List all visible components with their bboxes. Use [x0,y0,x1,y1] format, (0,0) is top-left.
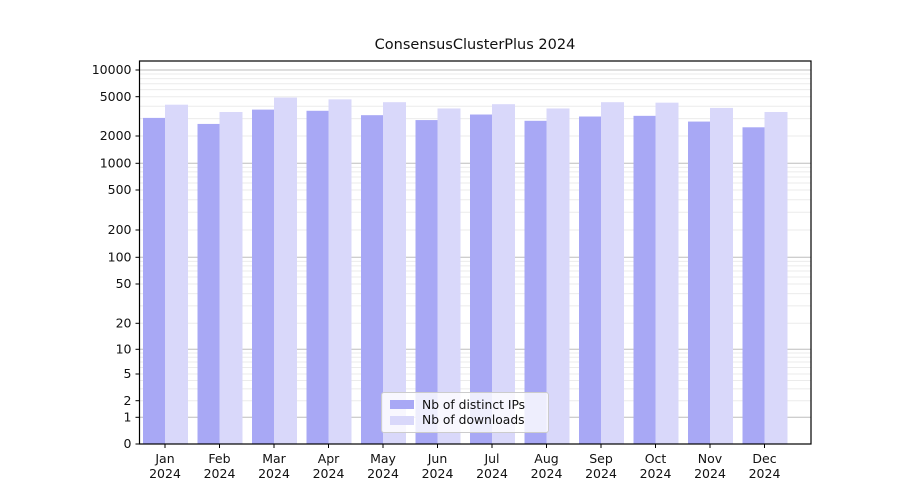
x-tick-label-month: Oct [645,451,667,466]
bar-downloads-jul [492,104,515,444]
x-tick-label-month: Apr [318,451,340,466]
bar-downloads-sep [601,102,624,445]
bar-distinct-ips-sep [579,116,601,444]
x-tick-label-year: 2024 [476,466,508,481]
bar-distinct-ips-feb [197,123,220,445]
y-tick-label: 1000 [100,156,132,171]
bar-distinct-ips-jul [470,114,492,444]
bar-downloads-feb [219,111,243,445]
y-tick-label: 10 [116,342,132,357]
x-tick-label-year: 2024 [585,466,617,481]
x-tick-label-year: 2024 [640,466,672,481]
x-tick-label-month: Sep [589,451,613,466]
bar-distinct-ips-nov [688,121,710,444]
bar-downloads-oct [655,102,679,444]
x-tick-label-year: 2024 [204,466,236,481]
y-tick-label: 0 [124,436,132,451]
legend-item-distinct-ips: Nb of distinct IPs [390,397,540,412]
y-tick-label: 5000 [100,89,132,104]
x-tick-label-year: 2024 [422,466,454,481]
x-tick-label-month: May [370,451,396,466]
y-tick-label: 200 [108,222,132,237]
bar-downloads-dec [764,111,788,445]
bar-downloads-aug [546,108,570,445]
legend-label-distinct-ips: Nb of distinct IPs [422,397,526,412]
bar-downloads-may [383,102,406,445]
x-tick-label-year: 2024 [749,466,781,481]
bar-downloads-jun [437,108,461,445]
legend-label-downloads: Nb of downloads [422,413,525,428]
y-tick-label: 2 [124,393,132,408]
x-tick-label-month: Feb [208,451,230,466]
bar-distinct-ips-dec [742,127,765,444]
x-tick-label-month: Mar [262,451,286,466]
x-tick-label-year: 2024 [367,466,399,481]
y-tick-label: 500 [108,182,132,197]
y-tick-label: 100 [108,250,132,265]
x-tick-label-month: Dec [752,451,776,466]
x-tick-label-month: Aug [534,451,558,466]
bar-distinct-ips-jan [143,117,165,445]
bar-distinct-ips-apr [306,110,329,444]
bar-distinct-ips-may [361,115,383,444]
y-tick-label: 2000 [100,128,132,143]
bar-distinct-ips-oct [633,115,656,444]
x-tick-label-year: 2024 [313,466,345,481]
x-tick-label-year: 2024 [149,466,181,481]
chart-title: ConsensusClusterPlus 2024 [374,37,576,53]
bar-distinct-ips-mar [252,109,274,444]
plot-border [138,60,812,445]
legend-swatch-downloads [390,415,414,425]
y-tick-label: 50 [116,276,132,291]
x-tick-label-year: 2024 [531,466,563,481]
chart-legend: Nb of distinct IPs Nb of downloads [381,392,549,433]
bar-downloads-jan [165,104,188,444]
bar-distinct-ips-jun [415,120,438,444]
y-tick-label: 1 [124,410,132,425]
x-tick-label-month: Jan [154,451,174,466]
x-tick-label-month: Jul [483,451,499,466]
y-tick-label: 10000 [92,62,132,77]
x-tick-label-month: Jun [427,451,448,466]
legend-item-downloads: Nb of downloads [390,413,540,428]
x-tick-label-month: Nov [698,451,723,466]
x-tick-label-year: 2024 [258,466,290,481]
bar-downloads-nov [710,107,733,444]
y-tick-label: 5 [124,366,132,381]
y-tick-label: 20 [116,316,132,331]
bar-downloads-apr [328,99,352,445]
legend-swatch-distinct-ips [390,400,414,410]
bar-downloads-mar [274,97,297,444]
bar-distinct-ips-aug [524,120,547,445]
x-tick-label-year: 2024 [694,466,726,481]
